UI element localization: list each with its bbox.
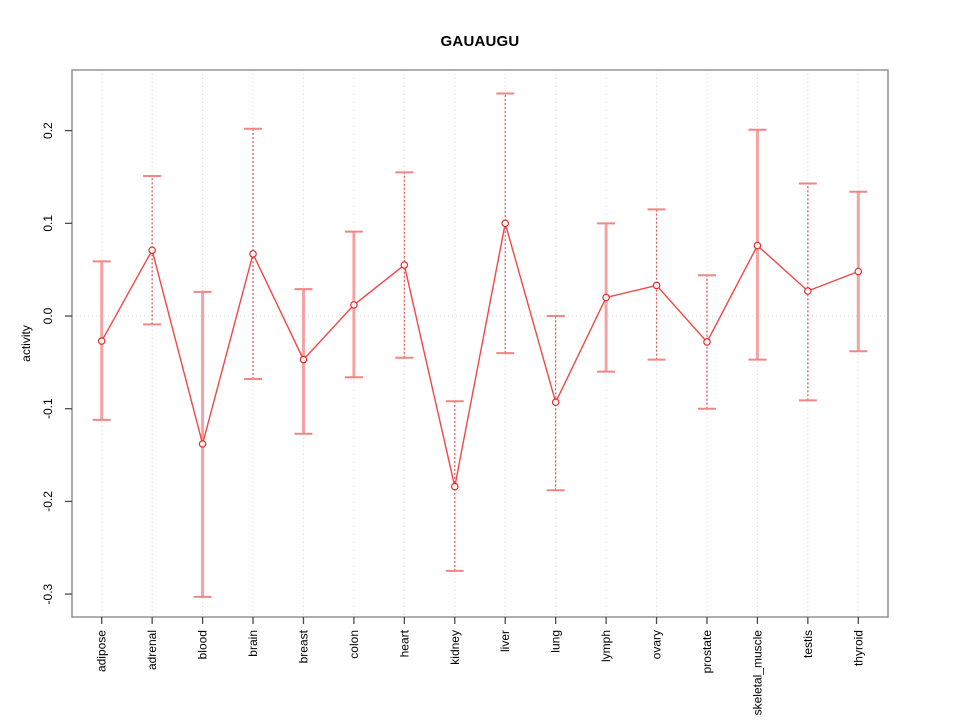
chart-title: GAUAUGU [440, 33, 520, 50]
y-axis: 0.2 0.1 0.0 -0.1 -0.2 -0.3 [41, 122, 72, 604]
svg-text:lung: lung [549, 630, 563, 653]
svg-text:-0.1: -0.1 [41, 398, 55, 419]
svg-text:testis: testis [801, 630, 815, 658]
svg-text:liver: liver [498, 630, 512, 652]
svg-text:heart: heart [397, 629, 411, 657]
svg-text:adipose: adipose [95, 630, 109, 672]
svg-text:ovary: ovary [650, 630, 664, 659]
svg-text:0.0: 0.0 [41, 307, 55, 324]
svg-text:lymph: lymph [599, 630, 613, 662]
svg-text:brain: brain [246, 630, 260, 657]
svg-text:adrenal: adrenal [145, 630, 159, 670]
svg-text:breast: breast [296, 629, 310, 663]
svg-text:blood: blood [196, 630, 210, 659]
x-axis: adipose adrenal blood brain breast colon heart… [95, 617, 865, 716]
gridlines [72, 70, 888, 617]
svg-text:skeletal_muscle: skeletal_muscle [750, 630, 764, 716]
svg-text:kidney: kidney [448, 630, 462, 665]
plot-frame [71, 69, 889, 618]
svg-text:-0.2: -0.2 [41, 491, 55, 512]
y-axis-label: activity [19, 325, 33, 362]
data-points [97, 219, 863, 491]
svg-text:0.2: 0.2 [41, 122, 55, 139]
series-line [101, 223, 859, 487]
svg-text:-0.3: -0.3 [41, 583, 55, 604]
svg-text:prostate: prostate [700, 630, 714, 674]
svg-text:0.1: 0.1 [41, 215, 55, 232]
svg-text:colon: colon [347, 630, 361, 659]
error-bars [92, 92, 868, 598]
svg-text:thyroid: thyroid [851, 630, 865, 666]
